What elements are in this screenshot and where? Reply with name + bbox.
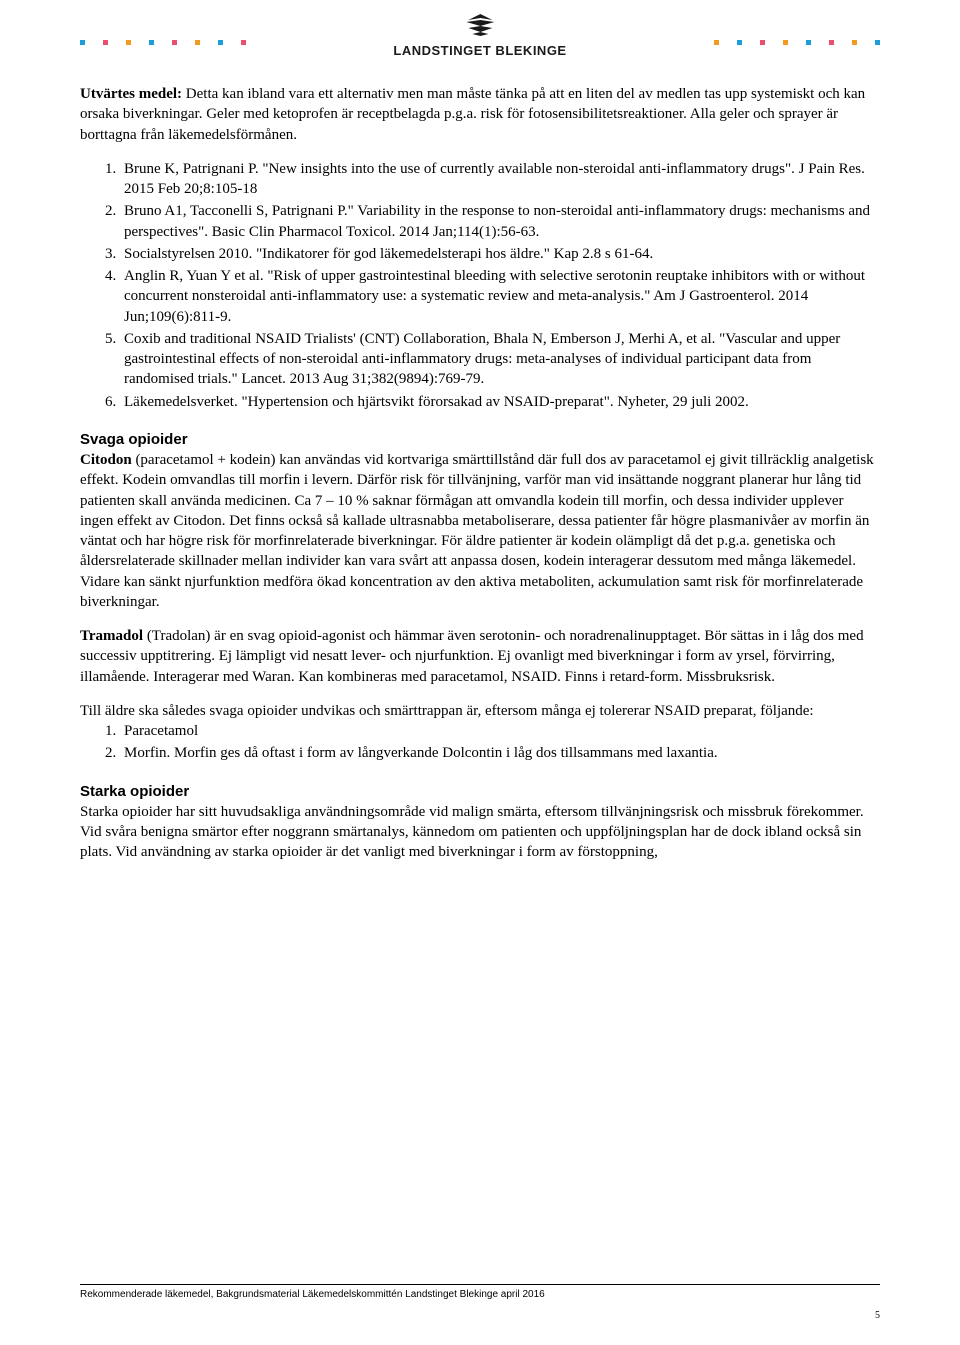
page-number: 5: [80, 1310, 880, 1321]
document-body: Utvärtes medel: Detta kan ibland vara et…: [80, 84, 880, 863]
aldre-list-item: Paracetamol: [120, 721, 880, 741]
reference-item: Coxib and traditional NSAID Trialists' (…: [120, 329, 880, 390]
starka-heading: Starka opioider: [80, 782, 880, 802]
reference-list: Brune K, Patrignani P. "New insights int…: [80, 159, 880, 412]
decorative-dot: [241, 40, 246, 45]
citodon-paragraph: Citodon (paracetamol + kodein) kan använ…: [80, 450, 880, 612]
tramadol-text: (Tradolan) är en svag opioid-agonist och…: [80, 628, 864, 685]
citodon-text: (paracetamol + kodein) kan användas vid …: [80, 452, 874, 610]
decorative-dot: [218, 40, 223, 45]
aldre-intro: Till äldre ska således svaga opioider un…: [80, 701, 880, 721]
decorative-dot: [875, 40, 880, 45]
page-header: LANDSTINGET BLEKINGE: [80, 30, 880, 54]
decorative-dot: [852, 40, 857, 45]
logo-text: LANDSTINGET BLEKINGE: [393, 43, 566, 58]
decorative-dot: [126, 40, 131, 45]
decorative-dot: [103, 40, 108, 45]
tramadol-label: Tramadol: [80, 628, 143, 644]
page-footer: Rekommenderade läkemedel, Bakgrundsmater…: [80, 1284, 880, 1321]
footer-row: Rekommenderade läkemedel, Bakgrundsmater…: [80, 1289, 880, 1300]
decorative-dot: [80, 40, 85, 45]
tramadol-paragraph: Tramadol (Tradolan) är en svag opioid-ag…: [80, 626, 880, 687]
reference-item: Anglin R, Yuan Y et al. "Risk of upper g…: [120, 266, 880, 327]
reference-item: Brune K, Patrignani P. "New insights int…: [120, 159, 880, 200]
decorative-dot: [195, 40, 200, 45]
decorative-dot: [737, 40, 742, 45]
decorative-dot: [714, 40, 719, 45]
svaga-heading: Svaga opioider: [80, 430, 880, 450]
aldre-list: ParacetamolMorfin. Morfin ges då oftast …: [80, 721, 880, 764]
citodon-label: Citodon: [80, 452, 132, 468]
decorative-dot: [783, 40, 788, 45]
utvartes-label: Utvärtes medel:: [80, 86, 182, 102]
decorative-dot: [829, 40, 834, 45]
decorative-dot: [806, 40, 811, 45]
reference-item: Bruno A1, Tacconelli S, Patrignani P." V…: [120, 201, 880, 242]
logo-block: LANDSTINGET BLEKINGE: [393, 12, 566, 58]
utvartes-text: Detta kan ibland vara ett alternativ men…: [80, 86, 865, 143]
footer-label: Rekommenderade läkemedel, Bakgrundsmater…: [80, 1289, 545, 1300]
reference-item: Läkemedelsverket. "Hypertension och hjär…: [120, 392, 880, 412]
decorative-dot: [172, 40, 177, 45]
utvartes-paragraph: Utvärtes medel: Detta kan ibland vara et…: [80, 84, 880, 145]
reference-item: Socialstyrelsen 2010. "Indikatorer för g…: [120, 244, 880, 264]
footer-divider: [80, 1284, 880, 1285]
starka-text: Starka opioider har sitt huvudsakliga an…: [80, 802, 880, 863]
decorative-dot: [149, 40, 154, 45]
decorative-dot: [760, 40, 765, 45]
document-page: LANDSTINGET BLEKINGE Utvärtes medel: Det…: [0, 0, 960, 1345]
landstinget-logo-icon: [462, 12, 498, 36]
aldre-list-item: Morfin. Morfin ges då oftast i form av l…: [120, 743, 880, 763]
